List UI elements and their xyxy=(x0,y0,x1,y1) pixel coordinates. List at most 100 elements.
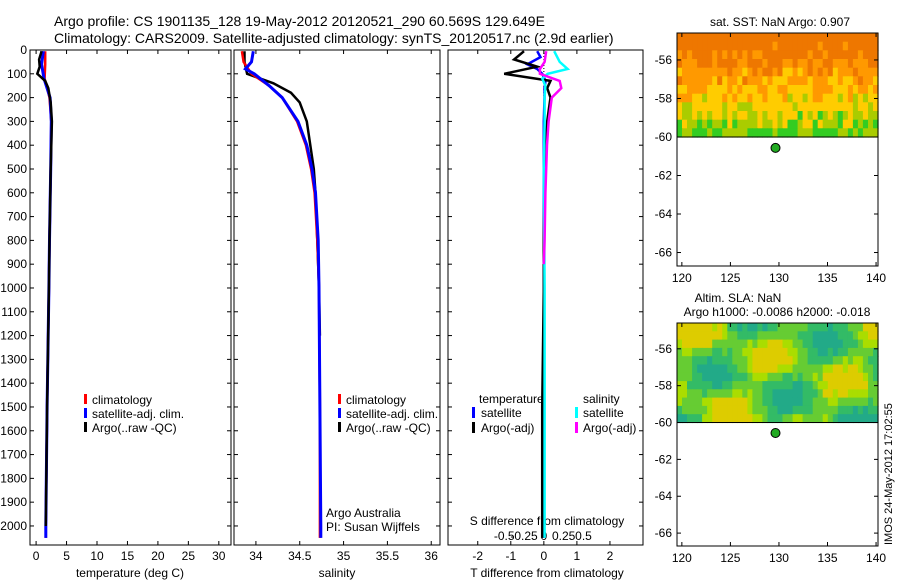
heatmap-cell xyxy=(857,372,864,382)
heatmap-cell xyxy=(837,356,844,366)
heatmap-cell xyxy=(807,111,814,121)
heatmap-cell xyxy=(687,414,693,424)
heatmap-cell xyxy=(727,414,733,424)
heatmap-cell xyxy=(837,381,844,390)
heatmap-cell xyxy=(677,331,683,341)
heatmap-cell xyxy=(692,364,698,374)
heatmap-cell xyxy=(747,331,753,341)
heatmap-cell xyxy=(757,414,763,424)
heatmap-cell xyxy=(732,102,738,112)
heatmap-cell xyxy=(697,128,703,138)
heatmap-cell xyxy=(767,372,774,382)
heatmap-cell xyxy=(767,33,774,43)
heatmap-cell xyxy=(807,102,814,112)
map-heatmap-cells xyxy=(677,33,879,138)
heatmap-cell xyxy=(807,339,814,349)
heatmap-cell xyxy=(847,93,854,103)
heatmap-cell xyxy=(832,67,839,77)
heatmap-cell xyxy=(847,41,854,51)
heatmap-cell xyxy=(822,347,829,357)
heatmap-cell xyxy=(797,339,804,349)
heatmap-cell xyxy=(827,364,834,374)
heatmap-cell xyxy=(742,59,748,69)
heatmap-cell xyxy=(862,119,869,129)
heatmap-cell xyxy=(767,111,774,121)
heatmap-cell xyxy=(868,323,874,332)
heatmap-cell xyxy=(687,347,693,357)
heatmap-cell xyxy=(807,128,814,138)
heatmap-cell xyxy=(802,356,809,366)
heatmap-cell xyxy=(772,85,779,95)
heatmap-cell xyxy=(832,128,839,138)
salinity-series-line xyxy=(243,50,323,538)
heatmap-cell xyxy=(862,405,869,415)
heatmap-cell xyxy=(707,323,713,332)
heatmap-cell xyxy=(702,339,708,349)
heatmap-cell xyxy=(732,119,738,129)
heatmap-cell xyxy=(797,381,804,390)
heatmap-cell xyxy=(737,102,743,112)
heatmap-cell xyxy=(742,331,748,341)
x-tick-label: 130 xyxy=(769,551,789,565)
heatmap-cell xyxy=(857,414,864,424)
heatmap-cell xyxy=(767,364,774,374)
heatmap-cell xyxy=(692,397,698,407)
heatmap-cell xyxy=(712,50,718,60)
heatmap-cell xyxy=(842,41,849,51)
y-tick-label: -64 xyxy=(655,489,673,503)
heatmap-cell xyxy=(852,405,859,415)
heatmap-cell xyxy=(737,50,743,60)
heatmap-cell xyxy=(692,339,698,349)
heatmap-cell xyxy=(742,356,748,366)
heatmap-cell xyxy=(852,389,859,399)
salinity-panel: salinity climatology satellite-adj. clim… xyxy=(233,49,441,580)
heatmap-cell xyxy=(827,33,834,43)
heatmap-cell xyxy=(873,323,879,332)
heatmap-cell xyxy=(757,67,763,77)
heatmap-cell xyxy=(712,347,718,357)
heatmap-cell xyxy=(817,339,824,349)
heatmap-cell xyxy=(822,93,829,103)
heatmap-cell xyxy=(747,397,753,407)
heatmap-cell xyxy=(842,389,849,399)
heatmap-cell xyxy=(777,339,784,349)
legend-swatch-satellite xyxy=(84,408,87,418)
heatmap-cell xyxy=(742,339,748,349)
heatmap-cell xyxy=(812,50,819,60)
heatmap-cell xyxy=(712,405,718,415)
heatmap-cell xyxy=(812,111,819,121)
heatmap-cell xyxy=(873,414,879,424)
heatmap-cell xyxy=(842,397,849,407)
heatmap-cell xyxy=(732,331,738,341)
heatmap-cell xyxy=(777,323,784,332)
y-tick-label: 2000 xyxy=(0,519,27,533)
heatmap-cell xyxy=(767,381,774,390)
heatmap-cell xyxy=(687,33,693,43)
heatmap-cell xyxy=(812,389,819,399)
heatmap-cell xyxy=(712,323,718,332)
heatmap-cell xyxy=(747,67,753,77)
heatmap-cell xyxy=(702,389,708,399)
heatmap-cell xyxy=(682,50,688,60)
heatmap-cell xyxy=(862,85,869,95)
heatmap-cell xyxy=(697,93,703,103)
heatmap-cell xyxy=(757,85,763,95)
heatmap-cell xyxy=(762,323,768,332)
heatmap-cell xyxy=(797,50,804,60)
heatmap-cell xyxy=(812,364,819,374)
legend-swatch-T-argo xyxy=(472,422,475,433)
heatmap-cell xyxy=(707,67,713,77)
heatmap-cell xyxy=(852,397,859,407)
heatmap-cell xyxy=(777,111,784,121)
heatmap-cell xyxy=(862,93,869,103)
heatmap-cell xyxy=(837,364,844,374)
heatmap-cell xyxy=(742,323,748,332)
heatmap-cell xyxy=(752,372,758,382)
heatmap-cell xyxy=(842,111,849,121)
heatmap-cell xyxy=(702,397,708,407)
heatmap-cell xyxy=(787,76,794,86)
heatmap-cell xyxy=(762,356,768,366)
heatmap-cell xyxy=(747,102,753,112)
heatmap-cell xyxy=(787,85,794,95)
heatmap-cell xyxy=(792,356,799,366)
